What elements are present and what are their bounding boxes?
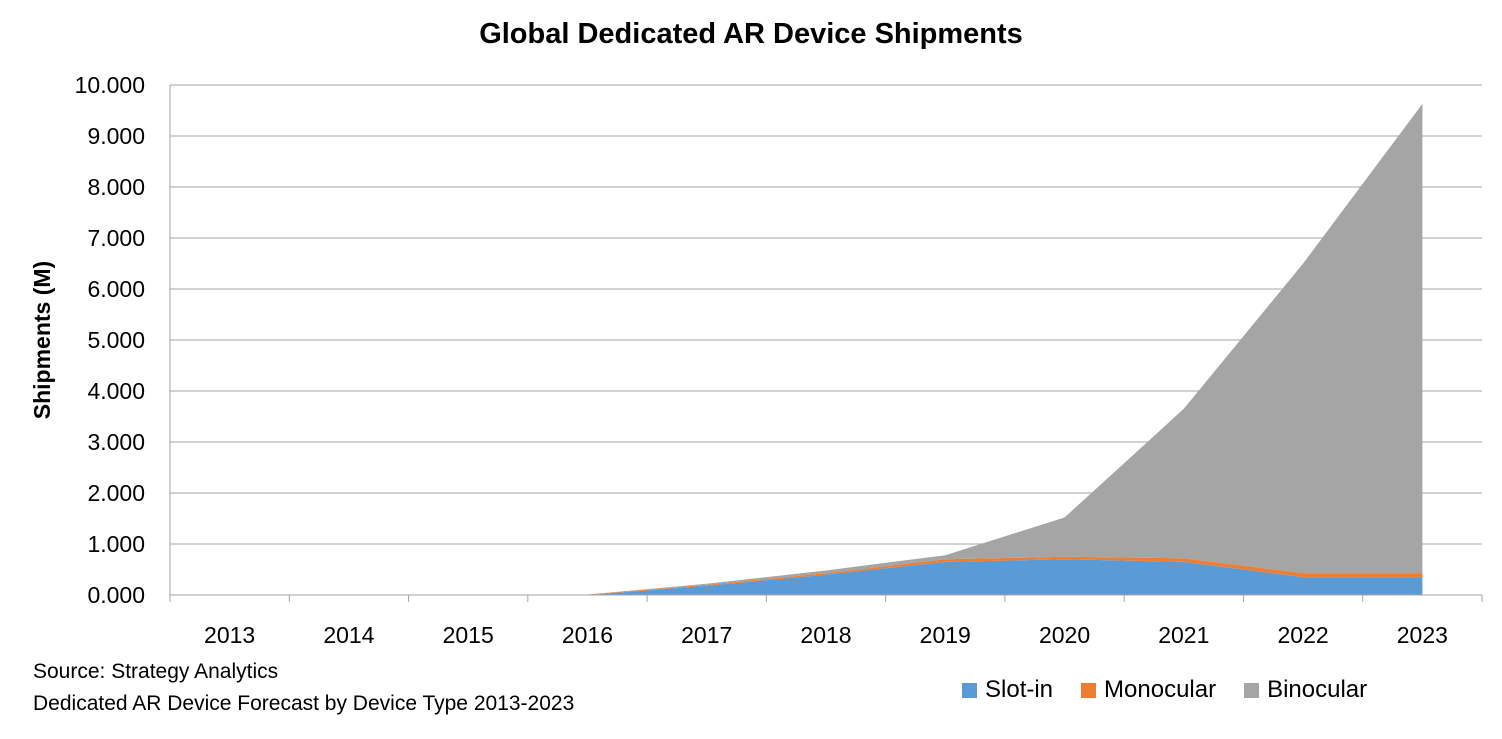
y-tick-label: 9.000 (87, 123, 145, 149)
y-tick-label: 10.000 (75, 72, 145, 98)
x-tick-label: 2013 (204, 622, 255, 648)
legend-swatch (962, 682, 977, 698)
x-tick-label: 2017 (681, 622, 732, 648)
legend-item: Slot-in (962, 676, 1053, 704)
y-tick-label: 3.000 (87, 429, 145, 455)
area-series (229, 103, 1423, 595)
x-tick-label: 2015 (443, 622, 494, 648)
x-tick-label: 2018 (800, 622, 851, 648)
x-tick-label: 2021 (1158, 622, 1209, 648)
legend-label: Monocular (1104, 676, 1217, 703)
x-tick-label: 2019 (920, 622, 971, 648)
legend-label: Binocular (1267, 676, 1368, 703)
y-tick-label: 7.000 (87, 225, 145, 251)
x-tick-label: 2023 (1397, 622, 1448, 648)
legend-item: Monocular (1081, 676, 1216, 704)
x-tick-label: 2016 (562, 622, 613, 648)
legend-swatch (1081, 682, 1097, 698)
series-area-binocular (229, 103, 1423, 595)
y-tick-label: 2.000 (87, 480, 145, 506)
legend: Slot-in Monocular Binocular (962, 676, 1395, 704)
y-tick-label: 1.000 (87, 531, 145, 557)
gridlines (170, 84, 1482, 545)
y-tick-label: 8.000 (87, 174, 145, 200)
x-tick-label: 2020 (1039, 622, 1090, 648)
y-tick-labels: 0.000 1.000 2.000 3.000 4.000 5.000 6.000 7.000… (75, 72, 145, 608)
legend-label: Slot-in (985, 676, 1054, 703)
y-tick-label: 6.000 (87, 276, 145, 302)
x-tick-labels: 2013 2014 2015 2016 2017 2018 2019 2020 2021 2022… (204, 622, 1448, 648)
series-area-slot-in (229, 559, 1423, 595)
x-tick-label: 2014 (323, 622, 374, 648)
x-tick-label: 2022 (1278, 622, 1329, 648)
source-note: Source: Strategy Analytics (33, 660, 279, 683)
y-tick-label: 5.000 (87, 327, 145, 353)
chart-title: Global Dedicated AR Device Shipments (479, 18, 1023, 50)
y-tick-label: 4.000 (87, 378, 145, 404)
legend-swatch (1244, 682, 1260, 698)
axes (169, 85, 1483, 602)
description-note: Dedicated AR Device Forecast by Device T… (33, 692, 575, 715)
y-tick-label: 0.000 (87, 582, 145, 608)
y-axis-label: Shipments (M) (29, 261, 55, 419)
legend-item: Binocular (1244, 676, 1367, 704)
